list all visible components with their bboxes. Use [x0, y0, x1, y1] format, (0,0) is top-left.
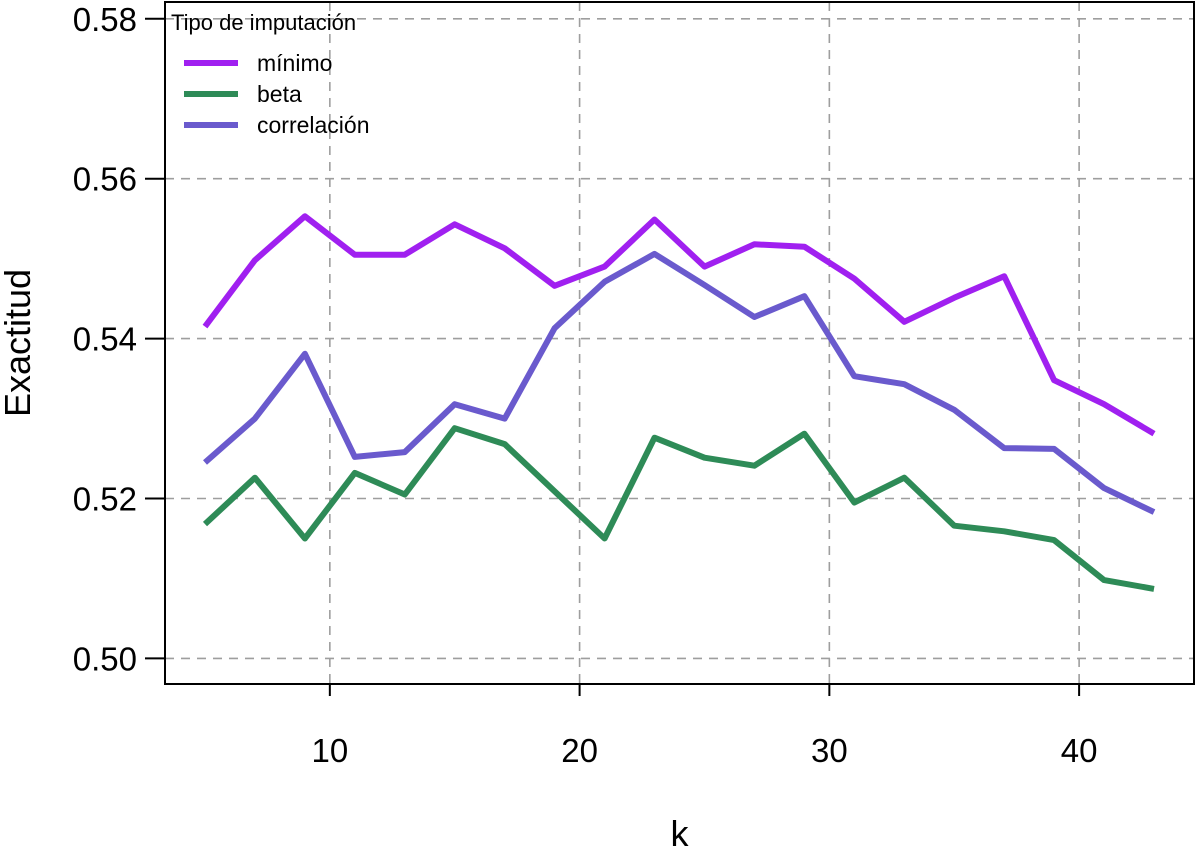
plot-frame: [164, 1, 1195, 685]
y-axis: 0.50 0.52 0.54 0.56 0.58: [73, 1, 165, 677]
y-tick-label: 0.58: [73, 1, 137, 38]
y-axis-title: Exactitud: [0, 269, 38, 417]
x-axis: 10 20 30 40: [311, 684, 1097, 769]
y-tick-label: 0.56: [73, 161, 137, 198]
series-line-mínimo: [202, 213, 1156, 437]
x-tick-label: 20: [561, 732, 598, 769]
series-line-correlación: [203, 250, 1156, 515]
x-tick-label: 40: [1061, 732, 1098, 769]
grid: [165, 2, 1194, 684]
x-tick-label: 30: [811, 732, 848, 769]
y-tick-label: 0.50: [73, 640, 137, 677]
x-axis-title: k: [671, 813, 690, 849]
legend-label: correlación: [257, 112, 370, 138]
legend-label: mínimo: [257, 50, 332, 76]
y-tick-label: 0.54: [73, 321, 137, 358]
legend-label: beta: [257, 81, 302, 107]
legend: Tipo de imputación mínimo beta correlación: [171, 10, 370, 138]
y-tick-label: 0.52: [73, 481, 137, 518]
legend-items: mínimo beta correlación: [184, 50, 370, 138]
series-group: [202, 213, 1156, 592]
series-line-beta: [202, 425, 1155, 592]
x-tick-label: 10: [311, 732, 348, 769]
legend-title: Tipo de imputación: [171, 10, 356, 35]
